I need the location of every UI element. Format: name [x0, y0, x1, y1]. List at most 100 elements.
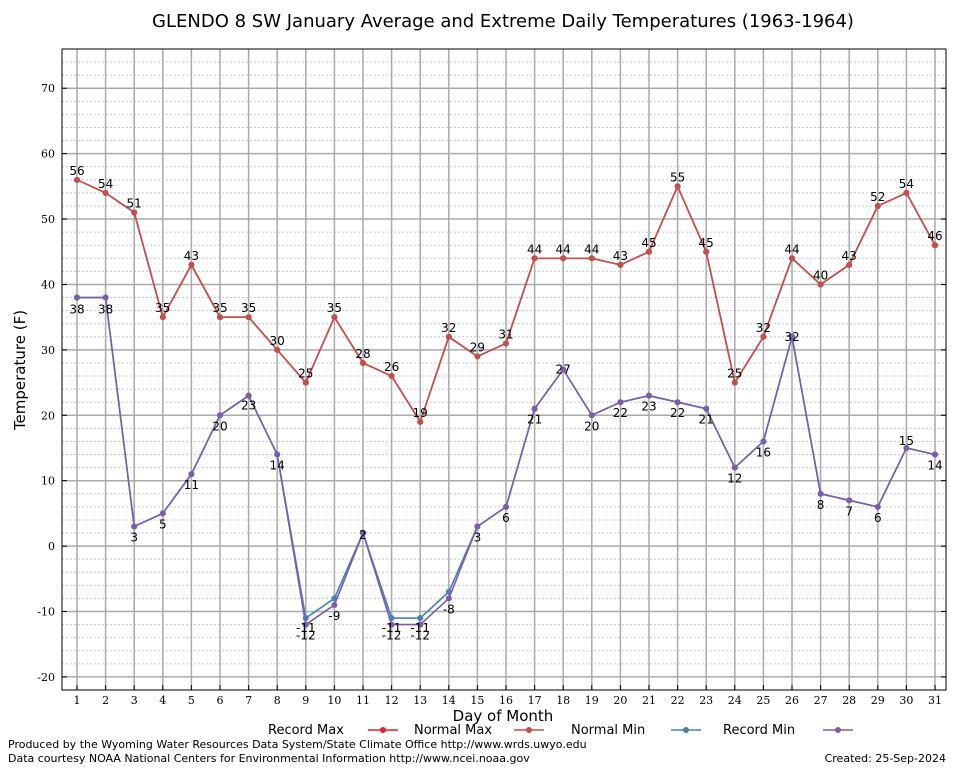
x-tick-label: 31	[928, 694, 942, 707]
plot-frame	[61, 48, 947, 691]
x-tick-label: 25	[756, 694, 770, 707]
data-point	[445, 595, 452, 602]
min-data-label: 7	[845, 504, 853, 518]
data-point	[445, 333, 452, 340]
max-data-label: 43	[842, 249, 857, 263]
data-point	[102, 294, 109, 301]
min-data-label: 21	[527, 413, 542, 427]
min-data-label: 12	[727, 472, 742, 486]
normal-min-data-label: -11	[410, 621, 430, 635]
x-tick-label: 3	[131, 694, 138, 707]
data-point	[846, 497, 853, 504]
max-data-label: 35	[327, 301, 342, 315]
data-point	[503, 503, 509, 510]
max-data-label: 32	[756, 321, 771, 335]
max-data-label: 46	[927, 229, 942, 243]
chart-title: GLENDO 8 SW January Average and Extreme …	[152, 11, 854, 32]
min-data-label: 21	[699, 413, 714, 427]
max-data-label: 45	[699, 236, 714, 250]
y-tick-label: 60	[41, 148, 55, 161]
x-tick-label: 12	[385, 694, 399, 707]
data-point	[817, 490, 824, 497]
x-tick-label: 13	[413, 694, 427, 707]
data-point	[159, 510, 166, 517]
legend-marker	[380, 727, 386, 733]
y-tick-label: -10	[37, 606, 55, 619]
min-data-label: -12	[382, 629, 402, 643]
y-tick-label: 50	[41, 213, 55, 226]
data-point	[817, 281, 824, 288]
data-point	[417, 418, 424, 425]
data-point	[903, 189, 910, 196]
grid	[62, 48, 946, 691]
min-data-label: 2	[359, 528, 367, 542]
data-point	[588, 412, 595, 419]
x-tick-label: 7	[245, 694, 252, 707]
x-tick-label: 2	[102, 694, 109, 707]
x-tick-label: 17	[528, 694, 542, 707]
min-data-label: -12	[410, 629, 430, 643]
data-point	[503, 340, 509, 347]
data-point	[245, 314, 252, 321]
min-data-label: 20	[212, 419, 227, 433]
min-data-label: 22	[613, 406, 628, 420]
max-data-label: 26	[384, 360, 399, 374]
y-tick-label: 20	[41, 409, 55, 422]
max-data-label: 43	[613, 249, 628, 263]
legend-label: Record Max	[268, 723, 344, 738]
min-data-label: -12	[296, 629, 316, 643]
data-point	[731, 464, 738, 471]
data-point	[646, 392, 652, 399]
data-point	[531, 405, 538, 412]
x-tick-label: 27	[814, 694, 828, 707]
data-point	[188, 261, 195, 268]
min-data-label: 38	[98, 303, 113, 317]
data-point	[274, 451, 281, 458]
created-date: Created: 25-Sep-2024	[825, 752, 946, 765]
min-data-label: 20	[584, 419, 599, 433]
legend-label: Normal Max	[414, 723, 492, 738]
data-point	[74, 176, 80, 183]
x-tick-label: 16	[499, 694, 513, 707]
max-data-label: 44	[556, 242, 571, 256]
x-tick-label: 1	[74, 694, 81, 707]
max-data-label: 28	[355, 347, 370, 361]
x-axis-title: Day of Month	[453, 707, 554, 725]
max-data-label: 45	[641, 236, 656, 250]
max-data-label: 30	[270, 334, 285, 348]
y-tick-label: 70	[41, 82, 55, 95]
data-point	[674, 399, 681, 406]
min-data-label: 32	[784, 330, 799, 344]
data-point	[560, 255, 567, 262]
x-tick-label: 30	[899, 694, 913, 707]
data-point	[903, 444, 910, 451]
x-tick-label: 19	[585, 694, 599, 707]
data-point	[617, 399, 624, 406]
data-point	[474, 523, 481, 530]
legend-label: Normal Min	[571, 723, 645, 738]
x-tick-label: 18	[556, 694, 570, 707]
data-point	[731, 379, 738, 386]
y-tick-label: 40	[41, 278, 55, 291]
legend-marker	[835, 727, 841, 733]
y-tick-label: 30	[41, 344, 55, 357]
x-tick-label: 23	[699, 694, 713, 707]
min-data-label: 15	[899, 434, 914, 448]
min-data-label: 8	[817, 498, 825, 512]
max-data-label: 25	[298, 367, 313, 381]
max-data-label: 51	[127, 197, 142, 211]
max-data-label: 54	[899, 177, 914, 191]
data-point	[331, 314, 338, 321]
y-tick-label: -20	[37, 671, 55, 684]
x-tick-label: 11	[356, 694, 370, 707]
max-data-label: 56	[69, 164, 84, 178]
data-point	[588, 255, 595, 262]
data-point	[531, 255, 538, 262]
normal-min-data-label: -11	[296, 621, 316, 635]
legend-marker	[526, 727, 532, 733]
min-data-label: 22	[670, 406, 685, 420]
data-point	[159, 314, 166, 321]
max-data-label: 54	[98, 177, 113, 191]
